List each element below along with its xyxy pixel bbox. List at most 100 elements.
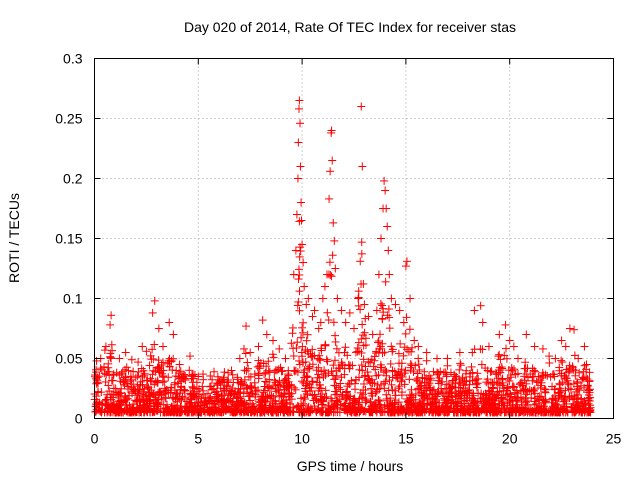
data-point	[299, 258, 308, 267]
data-point	[386, 359, 395, 368]
data-point	[294, 104, 303, 113]
data-point	[371, 365, 380, 374]
data-point	[206, 371, 215, 380]
data-point	[500, 351, 509, 360]
data-point	[382, 395, 391, 404]
data-point	[131, 387, 140, 396]
data-point	[380, 176, 389, 185]
data-point	[204, 389, 213, 398]
data-point	[385, 324, 394, 333]
data-point	[161, 386, 170, 395]
data-point	[395, 359, 404, 368]
data-point	[494, 396, 503, 405]
x-tick-label: 10	[294, 431, 310, 447]
data-point	[375, 344, 384, 353]
data-point	[102, 395, 111, 404]
data-point	[345, 308, 354, 317]
data-point	[420, 406, 429, 415]
data-point	[104, 359, 113, 368]
data-point	[497, 390, 506, 399]
data-point	[507, 392, 516, 401]
data-point	[407, 400, 416, 409]
data-point	[509, 342, 518, 351]
data-point	[213, 372, 222, 381]
data-point	[154, 356, 163, 365]
data-point	[476, 301, 485, 310]
data-point	[443, 408, 452, 417]
data-point	[224, 368, 233, 377]
data-point	[298, 328, 307, 337]
data-point	[570, 394, 579, 403]
plot-frame	[94, 58, 614, 419]
data-point	[477, 360, 486, 369]
data-point	[150, 407, 159, 416]
data-point	[239, 344, 248, 353]
data-point	[188, 403, 197, 412]
data-point	[152, 399, 161, 408]
data-point	[514, 354, 523, 363]
data-point	[186, 395, 195, 404]
data-point	[253, 362, 262, 371]
data-point	[308, 360, 317, 369]
data-point	[224, 378, 233, 387]
data-point	[242, 322, 251, 331]
data-point	[191, 392, 200, 401]
data-point	[326, 167, 335, 176]
data-point	[193, 384, 202, 393]
data-point	[214, 396, 223, 405]
data-point	[187, 371, 196, 380]
data-point	[188, 382, 197, 391]
data-point	[456, 359, 465, 368]
data-point	[417, 391, 426, 400]
data-point	[327, 394, 336, 403]
data-point	[250, 408, 259, 417]
data-point	[297, 216, 306, 225]
data-point	[376, 234, 385, 243]
data-point	[316, 318, 325, 327]
data-point	[100, 407, 109, 416]
data-point	[351, 385, 360, 394]
data-point	[92, 365, 101, 374]
data-point	[441, 368, 450, 377]
data-point	[298, 240, 307, 249]
data-point	[490, 402, 499, 411]
data-point	[459, 396, 468, 405]
data-point	[391, 391, 400, 400]
data-point	[508, 397, 517, 406]
data-point	[308, 345, 317, 354]
data-point	[570, 325, 579, 334]
data-point	[293, 301, 302, 310]
data-point	[315, 373, 324, 382]
data-point	[472, 408, 481, 417]
data-point	[150, 380, 159, 389]
data-point	[298, 352, 307, 361]
data-point	[194, 372, 203, 381]
data-point	[129, 367, 138, 376]
data-point	[438, 377, 447, 386]
data-point	[354, 294, 363, 303]
data-point	[343, 351, 352, 360]
data-point	[563, 379, 572, 388]
data-point	[261, 368, 270, 377]
data-point	[579, 403, 588, 412]
data-point	[121, 365, 130, 374]
data-point	[374, 395, 383, 404]
data-point	[199, 375, 208, 384]
data-point	[400, 380, 409, 389]
data-point	[248, 389, 257, 398]
data-point	[293, 338, 302, 347]
data-point	[585, 368, 594, 377]
data-point	[493, 380, 502, 389]
data-point	[442, 372, 451, 381]
data-point	[302, 300, 311, 309]
data-point	[405, 325, 414, 334]
data-point	[187, 398, 196, 407]
data-point	[522, 330, 531, 339]
data-point	[422, 390, 431, 399]
data-point	[265, 391, 274, 400]
data-point	[382, 390, 391, 399]
data-point	[217, 391, 226, 400]
data-point	[394, 349, 403, 358]
data-point	[131, 396, 140, 405]
